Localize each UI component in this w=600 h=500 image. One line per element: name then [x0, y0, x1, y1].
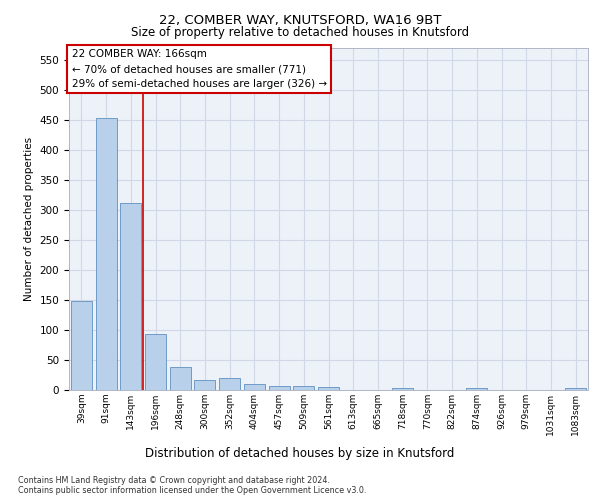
Bar: [293, 386, 314, 390]
Text: 22 COMBER WAY: 166sqm
← 70% of detached houses are smaller (771)
29% of semi-det: 22 COMBER WAY: 166sqm ← 70% of detached …: [71, 49, 327, 89]
Bar: [392, 388, 413, 390]
Bar: [194, 380, 215, 390]
Text: 22, COMBER WAY, KNUTSFORD, WA16 9BT: 22, COMBER WAY, KNUTSFORD, WA16 9BT: [159, 14, 441, 27]
Bar: [95, 118, 116, 390]
Bar: [170, 367, 191, 390]
Text: Distribution of detached houses by size in Knutsford: Distribution of detached houses by size …: [145, 448, 455, 460]
Text: Contains HM Land Registry data © Crown copyright and database right 2024.: Contains HM Land Registry data © Crown c…: [18, 476, 330, 485]
Y-axis label: Number of detached properties: Number of detached properties: [24, 136, 34, 301]
Text: Contains public sector information licensed under the Open Government Licence v3: Contains public sector information licen…: [18, 486, 367, 495]
Bar: [466, 388, 487, 390]
Bar: [244, 384, 265, 390]
Bar: [565, 388, 586, 390]
Text: Size of property relative to detached houses in Knutsford: Size of property relative to detached ho…: [131, 26, 469, 39]
Bar: [120, 203, 141, 390]
Bar: [318, 387, 339, 390]
Bar: [145, 334, 166, 390]
Bar: [71, 301, 92, 390]
Bar: [219, 378, 240, 390]
Bar: [269, 386, 290, 390]
